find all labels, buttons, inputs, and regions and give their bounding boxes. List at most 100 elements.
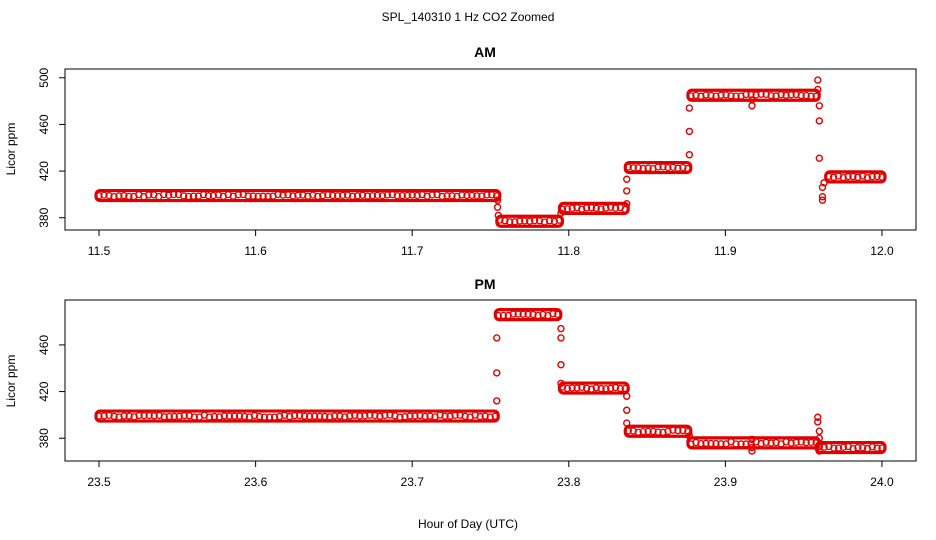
data-point	[621, 384, 629, 393]
data-point	[649, 427, 657, 436]
data-point	[164, 191, 173, 199]
data-point	[573, 384, 581, 392]
data-point	[446, 412, 454, 420]
data-point	[331, 412, 339, 420]
data-point	[707, 91, 715, 100]
data-point	[341, 413, 349, 421]
y-tick-label: 460	[37, 114, 51, 134]
data-point	[294, 191, 302, 199]
data-point	[504, 311, 512, 320]
data-point	[854, 173, 862, 181]
data-point	[100, 191, 108, 199]
data-point	[568, 384, 576, 392]
data-point	[311, 412, 319, 420]
data-point	[441, 412, 449, 420]
data-point	[304, 192, 312, 200]
data-point	[180, 411, 188, 420]
data-point	[557, 379, 565, 388]
x-tick-label: 11.9	[714, 244, 737, 258]
data-point	[815, 443, 823, 451]
data-point	[155, 411, 163, 420]
data-point	[592, 384, 600, 392]
y-tick-label: 500	[37, 67, 51, 87]
data-point	[634, 428, 642, 436]
data-point	[814, 418, 822, 426]
data-point	[284, 191, 292, 199]
data-point	[179, 192, 188, 200]
data-point	[684, 164, 692, 173]
data-point	[174, 190, 183, 199]
data-point	[623, 187, 631, 195]
data-point	[336, 412, 344, 420]
data-point	[752, 91, 760, 99]
data-point	[534, 311, 542, 320]
data-point	[578, 205, 586, 213]
data-point	[623, 175, 631, 183]
x-tick-label: 11.5	[88, 244, 111, 258]
data-point	[582, 384, 591, 392]
data-point	[578, 383, 586, 391]
x-tick-label: 23.7	[401, 475, 425, 489]
data-point	[797, 91, 805, 100]
pm-x-axis: 23.5 23.6 23.7 23.8 23.9 24.0	[87, 460, 894, 489]
data-point	[602, 385, 610, 393]
data-point	[639, 164, 647, 173]
data-point	[285, 412, 294, 421]
data-point	[334, 192, 342, 200]
data-point	[748, 435, 756, 444]
data-point	[509, 310, 517, 318]
data-point	[674, 164, 682, 172]
data-point	[476, 412, 484, 421]
data-point	[830, 444, 838, 452]
data-point	[401, 413, 409, 421]
data-point	[501, 217, 509, 225]
data-point	[516, 217, 524, 225]
data-point	[639, 427, 647, 436]
data-point	[125, 192, 133, 201]
data-point	[664, 427, 672, 435]
data-point	[110, 412, 118, 421]
data-point	[839, 173, 847, 182]
data-point	[859, 444, 867, 452]
data-point	[659, 428, 667, 436]
data-point	[654, 163, 662, 171]
data-point	[453, 192, 461, 201]
data-point	[225, 412, 234, 420]
data-point	[815, 434, 824, 442]
data-point	[597, 205, 605, 213]
data-point	[863, 444, 872, 453]
data-point	[363, 192, 372, 200]
data-point	[687, 92, 695, 100]
x-tick-label: 11.7	[401, 244, 424, 258]
data-point	[782, 91, 790, 100]
data-point	[254, 192, 262, 201]
data-point	[408, 191, 416, 199]
data-point	[120, 191, 128, 200]
data-point	[707, 439, 715, 448]
data-point	[807, 92, 815, 100]
data-point	[524, 310, 532, 318]
data-point	[244, 192, 252, 200]
data-point	[209, 191, 218, 200]
data-point	[554, 310, 562, 318]
data-point	[240, 412, 249, 421]
data-point	[378, 192, 387, 200]
data-point	[398, 191, 406, 200]
y-tick-label: 380	[37, 207, 51, 227]
data-point	[478, 192, 486, 200]
data-point	[697, 439, 705, 448]
data-point	[289, 192, 297, 200]
data-point	[300, 412, 309, 420]
data-point	[274, 190, 282, 199]
data-point	[493, 369, 501, 377]
data-point	[411, 412, 419, 420]
data-point	[383, 191, 392, 199]
data-point	[165, 412, 173, 421]
data-point	[558, 205, 567, 213]
data-point	[777, 91, 785, 99]
data-point	[351, 411, 359, 420]
y-tick-label: 420	[37, 161, 51, 181]
figure-title: SPL_140310 1 Hz CO2 Zoomed	[382, 10, 555, 24]
data-point	[324, 191, 332, 199]
data-point	[762, 438, 770, 447]
